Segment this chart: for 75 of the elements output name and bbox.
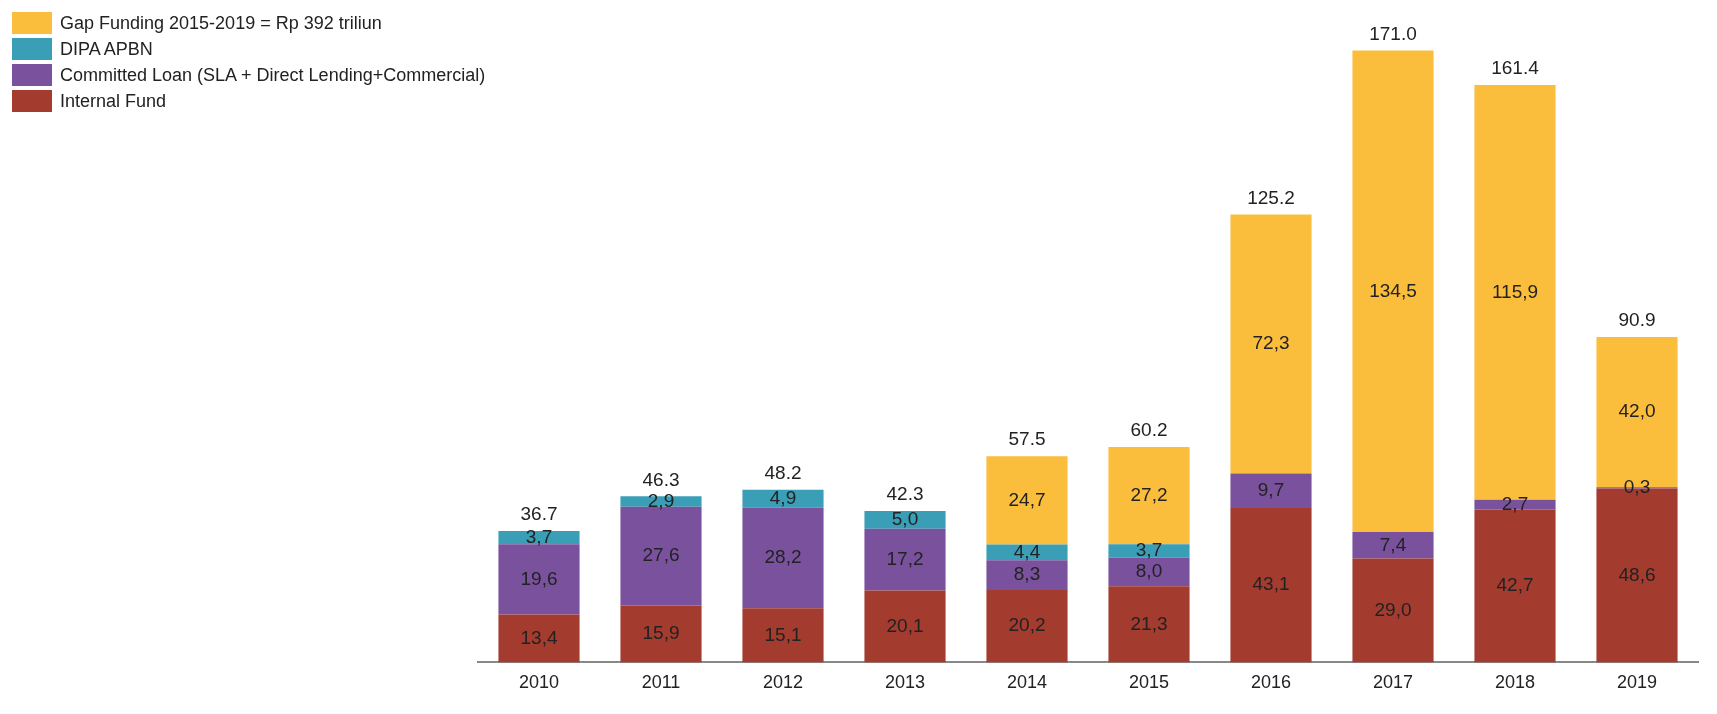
bar [986, 590, 1068, 663]
bar [742, 608, 824, 663]
bar [864, 510, 946, 529]
total-label: 57.5 [1008, 428, 1046, 450]
bar [986, 560, 1068, 591]
data-label: 19,6 [520, 567, 558, 589]
data-label: 72,3 [1252, 332, 1290, 354]
bar [1352, 532, 1434, 559]
x-tick-label: 2017 [1372, 672, 1414, 693]
data-label: 17,2 [886, 547, 924, 569]
data-label: 20,1 [886, 614, 924, 636]
bar [1230, 214, 1312, 474]
x-tick-label: 2015 [1128, 672, 1170, 693]
data-label: 43,1 [1252, 573, 1290, 595]
data-label: 48,6 [1618, 563, 1656, 585]
total-label: 161.4 [1491, 57, 1540, 79]
bar [1230, 508, 1312, 663]
data-label: 28,2 [764, 546, 802, 568]
bar [1230, 473, 1312, 509]
total-label: 60.2 [1130, 419, 1168, 441]
data-label: 4,9 [769, 486, 797, 508]
bar [986, 456, 1068, 545]
x-tick-label: 2016 [1250, 672, 1292, 693]
bar [1108, 586, 1190, 663]
data-label: 27,2 [1130, 483, 1168, 505]
data-label: 3,7 [525, 525, 553, 547]
bar [498, 614, 580, 663]
total-label: 36.7 [520, 503, 558, 525]
data-label: 3,7 [1135, 539, 1163, 561]
x-tick-label: 2012 [762, 672, 804, 693]
data-label: 4,4 [1013, 540, 1041, 562]
bar [1108, 544, 1190, 558]
data-label: 15,9 [642, 622, 680, 644]
data-label: 27,6 [642, 544, 680, 566]
data-label: 8,3 [1013, 563, 1041, 585]
data-label: 15,1 [764, 623, 802, 645]
bar [498, 544, 580, 615]
data-label: 42,7 [1496, 574, 1534, 596]
legend-label: DIPA APBN [60, 38, 153, 60]
total-label: 46.3 [642, 468, 680, 490]
data-label: 134,5 [1369, 279, 1417, 301]
total-label: 48.2 [764, 462, 802, 484]
x-tick-label: 2010 [518, 672, 560, 693]
total-label: 90.9 [1618, 309, 1656, 331]
total-label: 171.0 [1369, 22, 1417, 44]
data-label: 42,0 [1618, 400, 1656, 422]
data-label: 29,0 [1374, 598, 1412, 620]
data-label: 8,0 [1135, 560, 1163, 582]
data-label: 5,0 [891, 508, 919, 530]
bar [864, 590, 946, 663]
x-tick-label: 2019 [1616, 672, 1658, 693]
bar [1352, 558, 1434, 663]
bar [1108, 557, 1190, 587]
legend-label: Internal Fund [60, 90, 167, 112]
data-label: 20,2 [1008, 614, 1046, 636]
data-label: 2,9 [647, 489, 675, 511]
total-label: 125.2 [1247, 186, 1295, 208]
bar [620, 605, 702, 663]
bar [864, 528, 946, 591]
legend-label: Gap Funding 2015-2019 = Rp 392 triliun [60, 12, 382, 34]
bar [1352, 50, 1434, 533]
x-tick-label: 2014 [1006, 672, 1048, 693]
data-label: 115,9 [1491, 280, 1539, 302]
x-tick-label: 2013 [884, 672, 926, 693]
legend-label: Committed Loan (SLA + Direct Lending+Commercial) [60, 64, 486, 86]
x-tick-label: 2018 [1494, 672, 1536, 693]
bar [1108, 446, 1190, 545]
data-label: 21,3 [1130, 612, 1168, 634]
total-label: 42.3 [886, 483, 924, 505]
data-label: 24,7 [1008, 488, 1046, 510]
x-tick-label: 2011 [641, 672, 681, 693]
data-label: 7,4 [1379, 533, 1407, 555]
data-label: 13,4 [520, 626, 558, 648]
data-label: 9,7 [1257, 478, 1285, 500]
bar [742, 507, 824, 609]
